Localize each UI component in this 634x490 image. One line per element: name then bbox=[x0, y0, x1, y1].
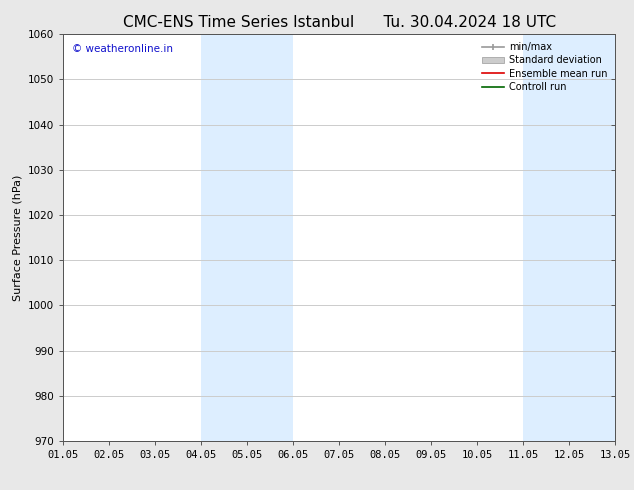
Bar bbox=[202, 34, 293, 441]
Text: © weatheronline.in: © weatheronline.in bbox=[72, 45, 172, 54]
Title: CMC-ENS Time Series Istanbul      Tu. 30.04.2024 18 UTC: CMC-ENS Time Series Istanbul Tu. 30.04.2… bbox=[122, 15, 556, 30]
Legend: min/max, Standard deviation, Ensemble mean run, Controll run: min/max, Standard deviation, Ensemble me… bbox=[479, 39, 610, 95]
Bar bbox=[523, 34, 615, 441]
Y-axis label: Surface Pressure (hPa): Surface Pressure (hPa) bbox=[13, 174, 23, 301]
